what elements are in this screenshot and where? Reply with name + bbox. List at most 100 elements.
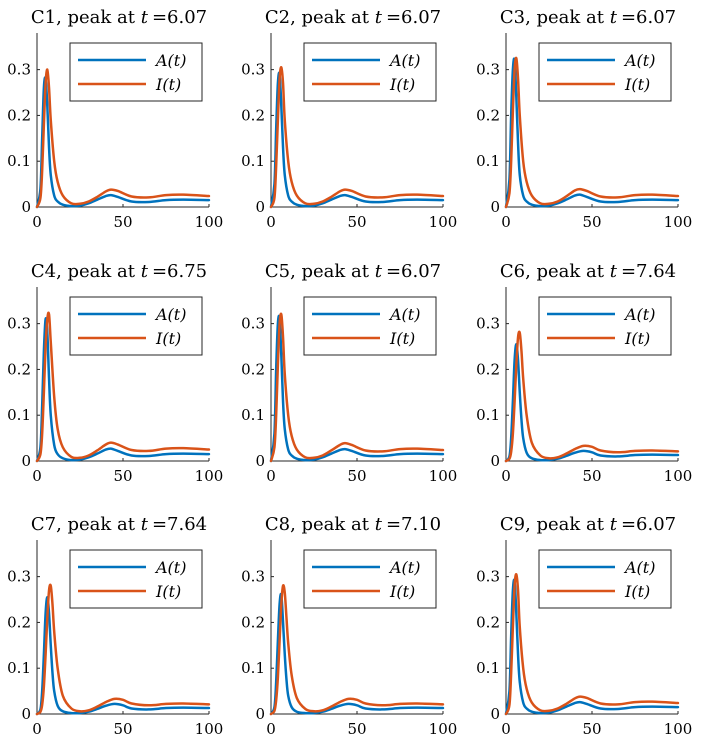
x-tick-label: 100 — [429, 467, 458, 485]
legend-label: I(t) — [389, 582, 415, 601]
panel-title: C1, peak at t =6.07 — [31, 7, 207, 28]
legend: A(t) I(t) — [538, 296, 672, 356]
legend-label: I(t) — [389, 329, 415, 348]
x-tick-label: 0 — [32, 720, 42, 738]
y-tick-label: 0.1 — [7, 406, 31, 424]
series-line-a — [504, 342, 680, 463]
panel-title-var: t — [141, 514, 149, 535]
x-tick-label: 100 — [195, 467, 224, 485]
legend-label: I(t) — [624, 75, 650, 94]
legend: A(t) I(t) — [69, 42, 203, 102]
legend-label: I(t) — [624, 329, 650, 348]
legend-box — [69, 549, 203, 609]
panel-title: C3, peak at t =6.07 — [500, 7, 676, 28]
legend-label: A(t) — [388, 558, 420, 577]
panel-title: C5, peak at t =6.07 — [265, 261, 441, 282]
series-line-a — [269, 314, 445, 463]
panel-title: C6, peak at t =7.64 — [500, 261, 676, 282]
x-tick-label: 0 — [501, 213, 511, 231]
legend: A(t) I(t) — [69, 549, 203, 609]
legend: A(t) I(t) — [538, 549, 672, 609]
legend-label: I(t) — [624, 582, 650, 601]
series-line-i — [269, 66, 445, 209]
y-tick-label: 0 — [490, 452, 500, 470]
legend-box — [69, 296, 203, 356]
panel-title-label: C6, peak at — [500, 261, 610, 282]
legend: A(t) I(t) — [69, 296, 203, 356]
y-tick-label: 0.1 — [476, 659, 500, 677]
x-tick-label: 100 — [195, 720, 224, 738]
panel-c9: C9, peak at t =6.07 0 0.1 0.2 0.3 0 50 100 A(t) I(… — [476, 514, 692, 738]
y-tick-label: 0.3 — [476, 568, 500, 586]
legend-label: A(t) — [154, 558, 186, 577]
x-tick-label: 50 — [347, 467, 366, 485]
y-tick-label: 0 — [490, 705, 500, 723]
x-tick-label: 50 — [113, 213, 132, 231]
y-tick-label: 0.2 — [241, 613, 265, 631]
x-tick-label: 100 — [664, 467, 693, 485]
y-tick-label: 0 — [255, 705, 265, 723]
y-tick-label: 0.2 — [241, 106, 265, 124]
legend-label: A(t) — [623, 305, 655, 324]
panel-title-label: C9, peak at — [500, 514, 610, 535]
y-tick-label: 0.1 — [7, 659, 31, 677]
y-tick-label: 0.3 — [7, 568, 31, 586]
legend: A(t) I(t) — [303, 42, 437, 102]
y-tick-label: 0.2 — [476, 360, 500, 378]
legend-label: A(t) — [623, 51, 655, 70]
y-tick-label: 0.1 — [241, 152, 265, 170]
x-tick-label: 100 — [195, 213, 224, 231]
y-tick-label: 0 — [490, 198, 500, 216]
panel-title-label: C1, peak at — [31, 7, 141, 28]
series-line-i — [35, 583, 211, 716]
panel-title-label: C3, peak at — [500, 7, 610, 28]
legend-label: A(t) — [388, 305, 420, 324]
panel-title-value: =7.64 — [621, 261, 676, 282]
panel-c1: C1, peak at t =6.07 0 0.1 0.2 0.3 0 50 100 A(t) I(… — [7, 7, 223, 231]
series-line-i — [504, 330, 680, 463]
panel-title-value: =6.07 — [621, 514, 676, 535]
legend-label: I(t) — [389, 75, 415, 94]
panel-title-value: =6.07 — [621, 7, 676, 28]
y-tick-label: 0.3 — [241, 315, 265, 333]
legend: A(t) I(t) — [303, 296, 437, 356]
panel-title-value: =7.64 — [152, 514, 207, 535]
y-tick-label: 0.3 — [241, 61, 265, 79]
x-tick-label: 50 — [582, 467, 601, 485]
panel-title-value: =6.07 — [152, 7, 207, 28]
series-line-a — [269, 592, 445, 716]
panel-title-label: C5, peak at — [265, 261, 375, 282]
panel-c5: C5, peak at t =6.07 0 0.1 0.2 0.3 0 50 100 A(t) I(… — [241, 261, 457, 485]
x-tick-label: 50 — [347, 720, 366, 738]
series-line-i — [269, 584, 445, 716]
y-tick-label: 0.1 — [476, 406, 500, 424]
series-line-i — [504, 56, 680, 209]
y-tick-label: 0.3 — [476, 315, 500, 333]
y-tick-label: 0.1 — [241, 659, 265, 677]
panel-title-var: t — [610, 7, 618, 28]
panel-title-var: t — [610, 514, 618, 535]
y-tick-label: 0.2 — [7, 106, 31, 124]
panel-title: C4, peak at t =6.75 — [31, 261, 207, 282]
y-tick-label: 0.3 — [7, 315, 31, 333]
y-tick-label: 0.2 — [7, 613, 31, 631]
panel-title-value: =7.10 — [386, 514, 441, 535]
series-line-i — [269, 312, 445, 463]
panel-title-label: C2, peak at — [265, 7, 375, 28]
y-tick-label: 0.1 — [241, 406, 265, 424]
legend-box — [303, 296, 437, 356]
y-tick-label: 0 — [21, 452, 31, 470]
x-tick-label: 0 — [32, 213, 42, 231]
panel-c2: C2, peak at t =6.07 0 0.1 0.2 0.3 0 50 100 A(t) I(… — [241, 7, 457, 231]
panel-title: C9, peak at t =6.07 — [500, 514, 676, 535]
x-tick-label: 100 — [664, 720, 693, 738]
panel-c8: C8, peak at t =7.10 0 0.1 0.2 0.3 0 50 100 A(t) I(… — [241, 514, 457, 738]
series-line-a — [504, 57, 680, 209]
y-tick-label: 0.3 — [7, 61, 31, 79]
x-tick-label: 0 — [501, 720, 511, 738]
x-tick-label: 50 — [347, 213, 366, 231]
y-tick-label: 0.3 — [476, 61, 500, 79]
x-tick-label: 0 — [266, 720, 276, 738]
panel-title-value: =6.75 — [152, 261, 207, 282]
y-tick-label: 0.1 — [7, 152, 31, 170]
